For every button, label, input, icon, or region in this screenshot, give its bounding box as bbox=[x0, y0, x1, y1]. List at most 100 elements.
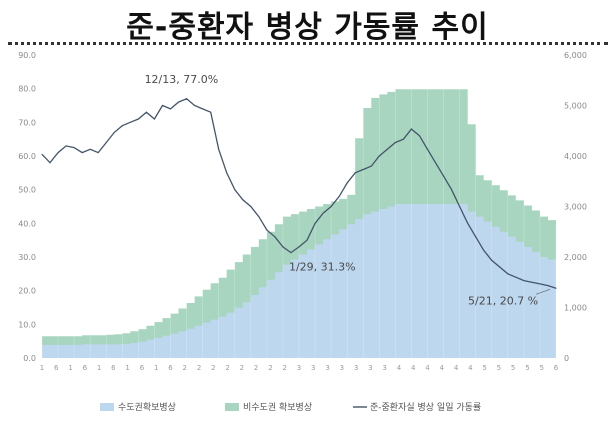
utilization-point bbox=[234, 189, 236, 191]
utilization-point bbox=[49, 162, 51, 164]
x-axis: 1 6 1 6 1 6 1 6 1 6 2 2 2 2 2 2 2 2 3 3 3 3 3 3 3 4 4 4 4 4 4 5 5 5 5 5 6 bbox=[40, 364, 559, 372]
x-tick-label: 5 bbox=[525, 364, 529, 372]
left-tick-label: 60.0 bbox=[18, 152, 36, 161]
right-tick-label: 5,000 bbox=[564, 102, 587, 111]
utilization-point bbox=[314, 222, 316, 224]
utilization-point bbox=[507, 273, 509, 275]
x-tick-label: 4 bbox=[397, 364, 402, 372]
utilization-point bbox=[57, 152, 59, 154]
utilization-point bbox=[250, 206, 252, 207]
legend-swatch-non-capital bbox=[225, 403, 239, 411]
left-tick-label: 50.0 bbox=[18, 186, 36, 195]
utilization-point bbox=[73, 147, 75, 149]
left-tick-label: 20.0 bbox=[18, 287, 36, 296]
utilization-point bbox=[306, 239, 308, 241]
utilization-point bbox=[129, 121, 131, 123]
utilization-point bbox=[266, 229, 268, 231]
x-tick-label: 3 bbox=[382, 364, 386, 372]
utilization-point bbox=[97, 152, 99, 154]
utilization-point bbox=[338, 195, 340, 197]
left-tick-label: 30.0 bbox=[18, 253, 36, 262]
utilization-point bbox=[499, 266, 501, 268]
utilization-point bbox=[121, 125, 123, 127]
line-layer bbox=[41, 98, 557, 289]
annotation-peak: 12/13, 77.0% bbox=[145, 73, 219, 86]
legend-label-non-capital: 비수도권 확보병상 bbox=[243, 401, 312, 413]
x-tick-label: 6 bbox=[83, 364, 88, 372]
x-tick-label: 2 bbox=[240, 364, 244, 372]
x-tick-label: 2 bbox=[282, 364, 286, 372]
utilization-point bbox=[322, 212, 324, 214]
utilization-point bbox=[523, 280, 525, 282]
x-tick-label: 5 bbox=[539, 364, 543, 372]
utilization-point bbox=[402, 138, 404, 140]
utilization-point bbox=[491, 259, 493, 261]
left-tick-label: 80.0 bbox=[18, 85, 36, 94]
utilization-point bbox=[258, 216, 260, 218]
x-tick-label: 2 bbox=[254, 364, 258, 372]
annotation-end: 5/21, 20.7 % bbox=[468, 294, 538, 307]
x-tick-label: 4 bbox=[411, 364, 416, 372]
utilization-point bbox=[178, 101, 180, 103]
x-tick-label: 1 bbox=[154, 364, 158, 372]
x-tick-label: 5 bbox=[497, 364, 501, 372]
utilization-point bbox=[443, 175, 445, 177]
utilization-point bbox=[81, 152, 83, 154]
right-tick-label: 4,000 bbox=[564, 152, 587, 161]
legend-swatch-capital bbox=[100, 403, 114, 411]
x-tick-label: 2 bbox=[197, 364, 201, 372]
x-tick-label: 3 bbox=[311, 364, 315, 372]
utilization-point bbox=[202, 108, 204, 110]
utilization-point bbox=[475, 236, 477, 238]
utilization-point bbox=[290, 252, 292, 254]
x-tick-label: 6 bbox=[111, 364, 116, 372]
utilization-point bbox=[298, 246, 300, 248]
x-tick-label: 2 bbox=[211, 364, 215, 372]
x-tick-label: 4 bbox=[468, 364, 473, 372]
utilization-point bbox=[161, 105, 163, 106]
utilization-point bbox=[218, 148, 220, 150]
right-axis: 0 1,000 2,000 3,000 4,000 5,000 6,000 bbox=[564, 51, 587, 363]
x-tick-label: 6 bbox=[168, 364, 173, 372]
x-tick-label: 3 bbox=[297, 364, 301, 372]
x-tick-label: 1 bbox=[97, 364, 101, 372]
utilization-point bbox=[282, 246, 284, 248]
utilization-point bbox=[194, 105, 196, 106]
dotted-divider bbox=[8, 42, 608, 45]
x-tick-label: 3 bbox=[340, 364, 344, 372]
capital-area bbox=[42, 204, 556, 358]
right-tick-label: 2,000 bbox=[564, 253, 587, 262]
x-tick-label: 1 bbox=[68, 364, 72, 372]
utilization-point bbox=[65, 145, 67, 147]
right-tick-label: 6,000 bbox=[564, 51, 587, 60]
x-tick-label: 3 bbox=[325, 364, 329, 372]
legend: 수도권확보병상 비수도권 확보병상 준-중환자실 병상 일일 가동률 bbox=[100, 401, 481, 413]
utilization-point bbox=[145, 111, 147, 113]
utilization-point bbox=[41, 153, 43, 155]
utilization-point bbox=[105, 142, 107, 144]
x-tick-label: 4 bbox=[425, 364, 430, 372]
annotation-low: 1/29, 31.3% bbox=[289, 261, 356, 274]
utilization-point bbox=[386, 148, 388, 150]
utilization-point bbox=[459, 206, 461, 207]
utilization-point bbox=[153, 118, 155, 120]
right-tick-label: 1,000 bbox=[564, 304, 587, 313]
x-tick-label: 3 bbox=[368, 364, 372, 372]
utilization-point bbox=[362, 168, 364, 170]
left-tick-label: 40.0 bbox=[18, 219, 36, 228]
left-tick-label: 70.0 bbox=[18, 118, 36, 127]
utilization-point bbox=[451, 189, 453, 191]
utilization-point bbox=[427, 148, 428, 150]
x-tick-label: 2 bbox=[183, 364, 187, 372]
utilization-point bbox=[226, 172, 228, 174]
utilization-point bbox=[354, 172, 356, 174]
utilization-point bbox=[370, 165, 372, 167]
utilization-point bbox=[394, 142, 396, 144]
utilization-point bbox=[435, 162, 437, 164]
utilization-point bbox=[89, 148, 91, 150]
page-title: 준-중환자 병상 가동률 추이 bbox=[126, 10, 489, 45]
x-tick-label: 6 bbox=[140, 364, 145, 372]
utilization-point bbox=[410, 128, 412, 130]
left-tick-label: 90.0 bbox=[18, 51, 36, 60]
utilization-point bbox=[547, 285, 549, 287]
